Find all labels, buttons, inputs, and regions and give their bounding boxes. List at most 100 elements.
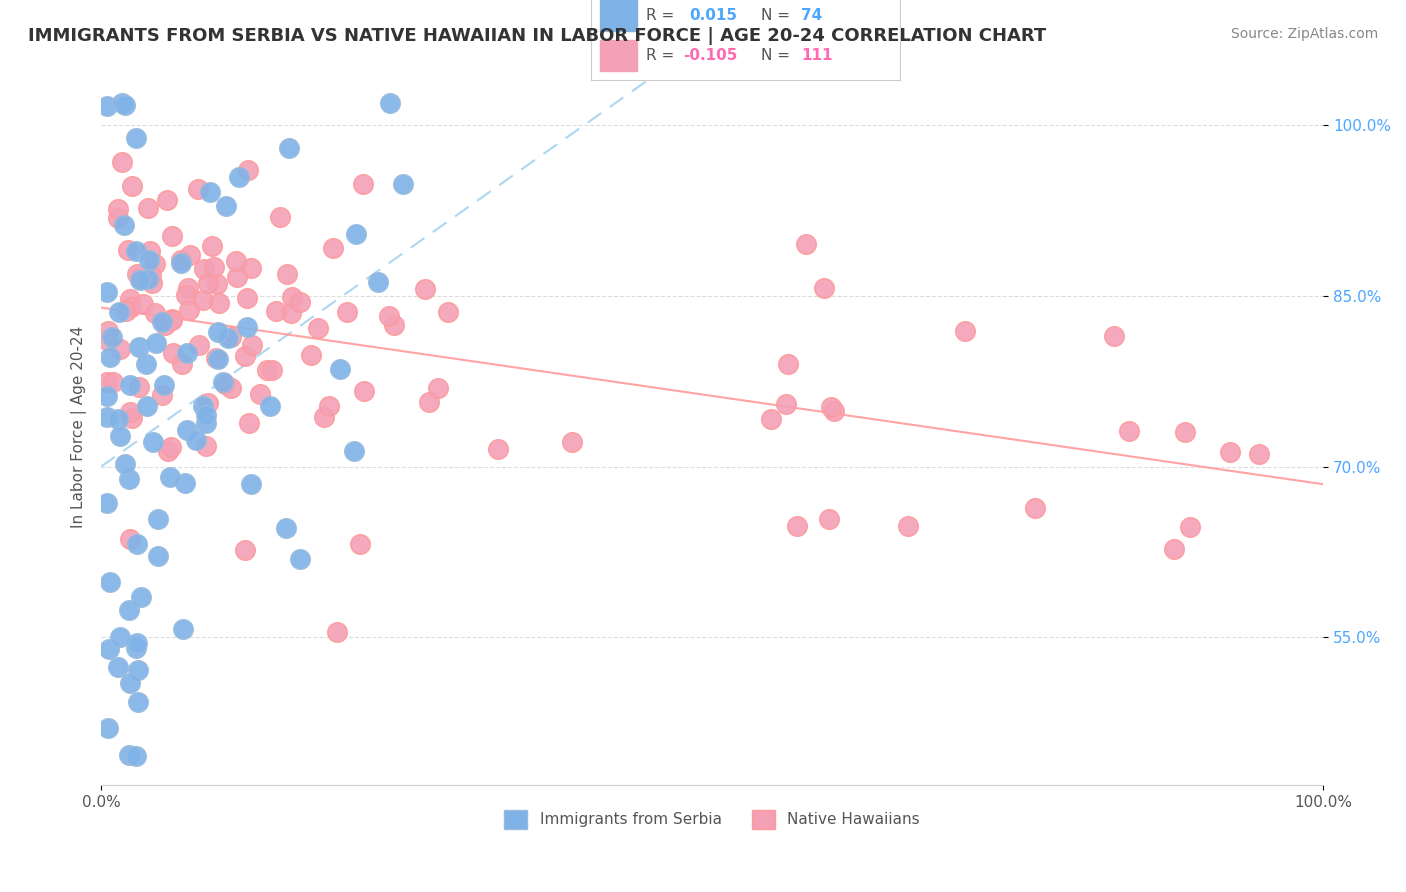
- Point: [561, 434, 583, 449]
- Point: [97, 641, 120, 656]
- Point: [121, 410, 143, 425]
- Point: [1163, 541, 1185, 556]
- Point: [380, 95, 402, 110]
- Point: [197, 396, 219, 410]
- Point: [194, 408, 217, 422]
- Point: [120, 405, 142, 419]
- Point: [121, 179, 143, 194]
- Point: [212, 375, 235, 389]
- Point: [818, 512, 841, 526]
- Point: [160, 228, 183, 243]
- Point: [318, 400, 340, 414]
- Point: [219, 330, 242, 344]
- Point: [200, 186, 222, 200]
- Point: [118, 747, 141, 762]
- Point: [823, 404, 845, 418]
- Point: [205, 351, 228, 365]
- Point: [98, 575, 121, 590]
- Point: [225, 254, 247, 268]
- Point: [207, 325, 229, 339]
- Point: [170, 253, 193, 268]
- Point: [177, 303, 200, 318]
- Point: [239, 260, 262, 275]
- Point: [367, 275, 389, 289]
- Point: [349, 536, 371, 550]
- Point: [96, 376, 118, 390]
- Point: [118, 377, 141, 392]
- Point: [276, 521, 298, 535]
- Point: [139, 244, 162, 258]
- Point: [269, 210, 291, 224]
- Point: [127, 636, 149, 650]
- Point: [128, 379, 150, 393]
- Point: [207, 352, 229, 367]
- Point: [382, 318, 405, 332]
- Point: [132, 296, 155, 310]
- Point: [1102, 328, 1125, 343]
- Point: [236, 320, 259, 334]
- Point: [249, 387, 271, 401]
- Point: [97, 721, 120, 735]
- Point: [118, 472, 141, 486]
- Point: [96, 389, 118, 403]
- Point: [143, 306, 166, 320]
- Point: [820, 400, 842, 414]
- Point: [259, 399, 281, 413]
- Point: [322, 241, 344, 255]
- Point: [156, 194, 179, 208]
- Point: [160, 312, 183, 326]
- Point: [205, 277, 228, 291]
- Point: [138, 253, 160, 268]
- Point: [118, 603, 141, 617]
- Point: [202, 260, 225, 275]
- Point: [195, 416, 218, 430]
- Point: [127, 663, 149, 677]
- Point: [107, 202, 129, 216]
- Point: [280, 290, 302, 304]
- Point: [127, 267, 149, 281]
- Point: [108, 630, 131, 644]
- Point: [191, 293, 214, 307]
- Text: 0.015: 0.015: [689, 8, 738, 22]
- Point: [160, 313, 183, 327]
- Point: [157, 443, 180, 458]
- Point: [120, 533, 142, 547]
- Point: [378, 310, 401, 324]
- Text: Source: ZipAtlas.com: Source: ZipAtlas.com: [1230, 27, 1378, 41]
- Point: [96, 285, 118, 299]
- Bar: [600, 40, 637, 71]
- Point: [125, 536, 148, 550]
- Point: [125, 641, 148, 656]
- Point: [118, 292, 141, 306]
- Text: 111: 111: [801, 48, 832, 62]
- Point: [145, 335, 167, 350]
- Point: [290, 295, 312, 310]
- Point: [312, 410, 335, 425]
- Point: [277, 141, 299, 155]
- Point: [786, 518, 808, 533]
- Point: [112, 218, 135, 232]
- Point: [197, 277, 219, 291]
- Point: [953, 324, 976, 338]
- Text: R =: R =: [647, 8, 685, 22]
- Point: [236, 162, 259, 177]
- Point: [114, 457, 136, 471]
- Point: [136, 400, 159, 414]
- Point: [146, 511, 169, 525]
- Point: [127, 695, 149, 709]
- Point: [329, 362, 352, 376]
- Point: [117, 243, 139, 257]
- Point: [392, 177, 415, 191]
- Point: [299, 348, 322, 362]
- Point: [176, 345, 198, 359]
- Point: [125, 244, 148, 258]
- Point: [352, 178, 374, 192]
- Point: [96, 495, 118, 509]
- Point: [226, 270, 249, 285]
- Point: [125, 749, 148, 764]
- Point: [240, 476, 263, 491]
- Point: [794, 237, 817, 252]
- Point: [191, 399, 214, 413]
- Point: [280, 305, 302, 319]
- Point: [214, 377, 236, 392]
